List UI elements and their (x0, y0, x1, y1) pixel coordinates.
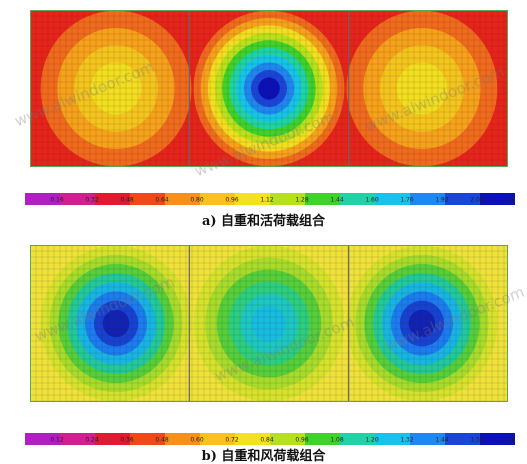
colorbar-tick-label: 1.44 (435, 437, 449, 444)
colorbar-tick-label: 0.12 (50, 437, 64, 444)
colorbar-tick-label: 0.36 (120, 437, 134, 444)
colorbar-tick-label: 1.56 (470, 437, 484, 444)
contour-region-3-4 (396, 62, 448, 115)
colorbar-swatch-10 (340, 193, 376, 205)
colorbar-tick-label: 1.28 (295, 197, 309, 204)
contour-plot-b (30, 245, 508, 402)
colorbar-a: 0.16 0.32 0.48 0.64 0.80 0.96 1.12 1.28 1.44 1.60… (25, 190, 519, 209)
colorbar-tick-label: 1.12 (260, 197, 274, 204)
colorbar-swatch-5 (165, 433, 201, 445)
colorbar-swatch-14 (480, 193, 516, 205)
caption-b: b) 自重和风荷载组合 (201, 449, 326, 464)
colorbar-swatch-9 (305, 193, 341, 205)
colorbar-b: 0.12 0.24 0.36 0.48 0.60 0.72 0.84 0.96 1.08 1.20… (25, 430, 519, 449)
colorbar-swatch-6 (200, 433, 236, 445)
contour-region-1-8 (102, 309, 130, 338)
contour-region-3-8 (408, 309, 436, 338)
colorbar-swatch-1 (25, 433, 61, 445)
colorbar-tick-label: 1.20 (365, 437, 379, 444)
colorbar-swatch-8 (270, 193, 306, 205)
colorbar-tick-label: 0.72 (225, 437, 239, 444)
mesh-grid (30, 245, 508, 402)
colorbar-tick-label: 0.48 (155, 437, 169, 444)
colorbar-tick-label: 1.60 (365, 197, 379, 204)
colorbar-swatch-11 (375, 433, 411, 445)
colorbar-tick-label: 0.60 (190, 437, 204, 444)
colorbar-tick-label: 0.32 (85, 197, 99, 204)
contour-region-1-4 (90, 62, 142, 115)
colorbar-tick-label: 0.24 (85, 437, 99, 444)
contour-plot-a (30, 10, 508, 167)
colorbar-swatch-5 (165, 193, 201, 205)
colorbar-tick-label: 1.44 (330, 197, 344, 204)
colorbar-swatch-4 (130, 433, 166, 445)
colorbar-tick-label: 0.96 (225, 197, 239, 204)
colorbar-tick-label: 2.08 (470, 197, 484, 204)
colorbar-swatch-7 (235, 193, 271, 205)
colorbar-swatch-1 (25, 193, 61, 205)
colorbar-tick-label: 0.16 (50, 197, 64, 204)
colorbar-swatch-4 (130, 193, 166, 205)
caption-a: a) 自重和活荷载组合 (201, 214, 326, 229)
colorbar-tick-label: 0.96 (295, 437, 309, 444)
colorbar-swatch-10 (340, 433, 376, 445)
colorbar-swatch-13 (445, 433, 481, 445)
colorbar-tick-label: 1.92 (435, 197, 449, 204)
colorbar-tick-label: 0.64 (155, 197, 169, 204)
colorbar-tick-label: 1.08 (330, 437, 344, 444)
colorbar-swatch-12 (410, 433, 446, 445)
colorbar-tick-label: 2.24 (505, 197, 515, 204)
colorbar-swatch-2 (60, 193, 96, 205)
colorbar-tick-label: 0.84 (260, 437, 274, 444)
colorbar-tick-label: 1.76 (400, 197, 414, 204)
colorbar-tick-label: 1.68 (505, 437, 515, 444)
contour-panel-a (30, 10, 508, 167)
colorbar-swatch-12 (410, 193, 446, 205)
contour-panel-b (30, 245, 508, 402)
contour-region-2-10 (258, 77, 280, 100)
colorbar-swatch-8 (270, 433, 306, 445)
colorbar-swatch-11 (375, 193, 411, 205)
plot-border (30, 10, 508, 167)
plot-border (30, 245, 508, 402)
colorbar-swatch-7 (235, 433, 271, 445)
colorbar-swatch-3 (95, 433, 131, 445)
colorbar-swatch-3 (95, 193, 131, 205)
colorbar-tick-label: 0.80 (190, 197, 204, 204)
colorbar-tick-label: 1.32 (400, 437, 414, 444)
colorbar-swatch-14 (480, 433, 516, 445)
colorbar-tick-label: 0.48 (120, 197, 134, 204)
colorbar-swatch-2 (60, 433, 96, 445)
colorbar-swatch-13 (445, 193, 481, 205)
colorbar-swatch-6 (200, 193, 236, 205)
colorbar-swatch-9 (305, 433, 341, 445)
contour-region-2-6 (251, 305, 287, 342)
